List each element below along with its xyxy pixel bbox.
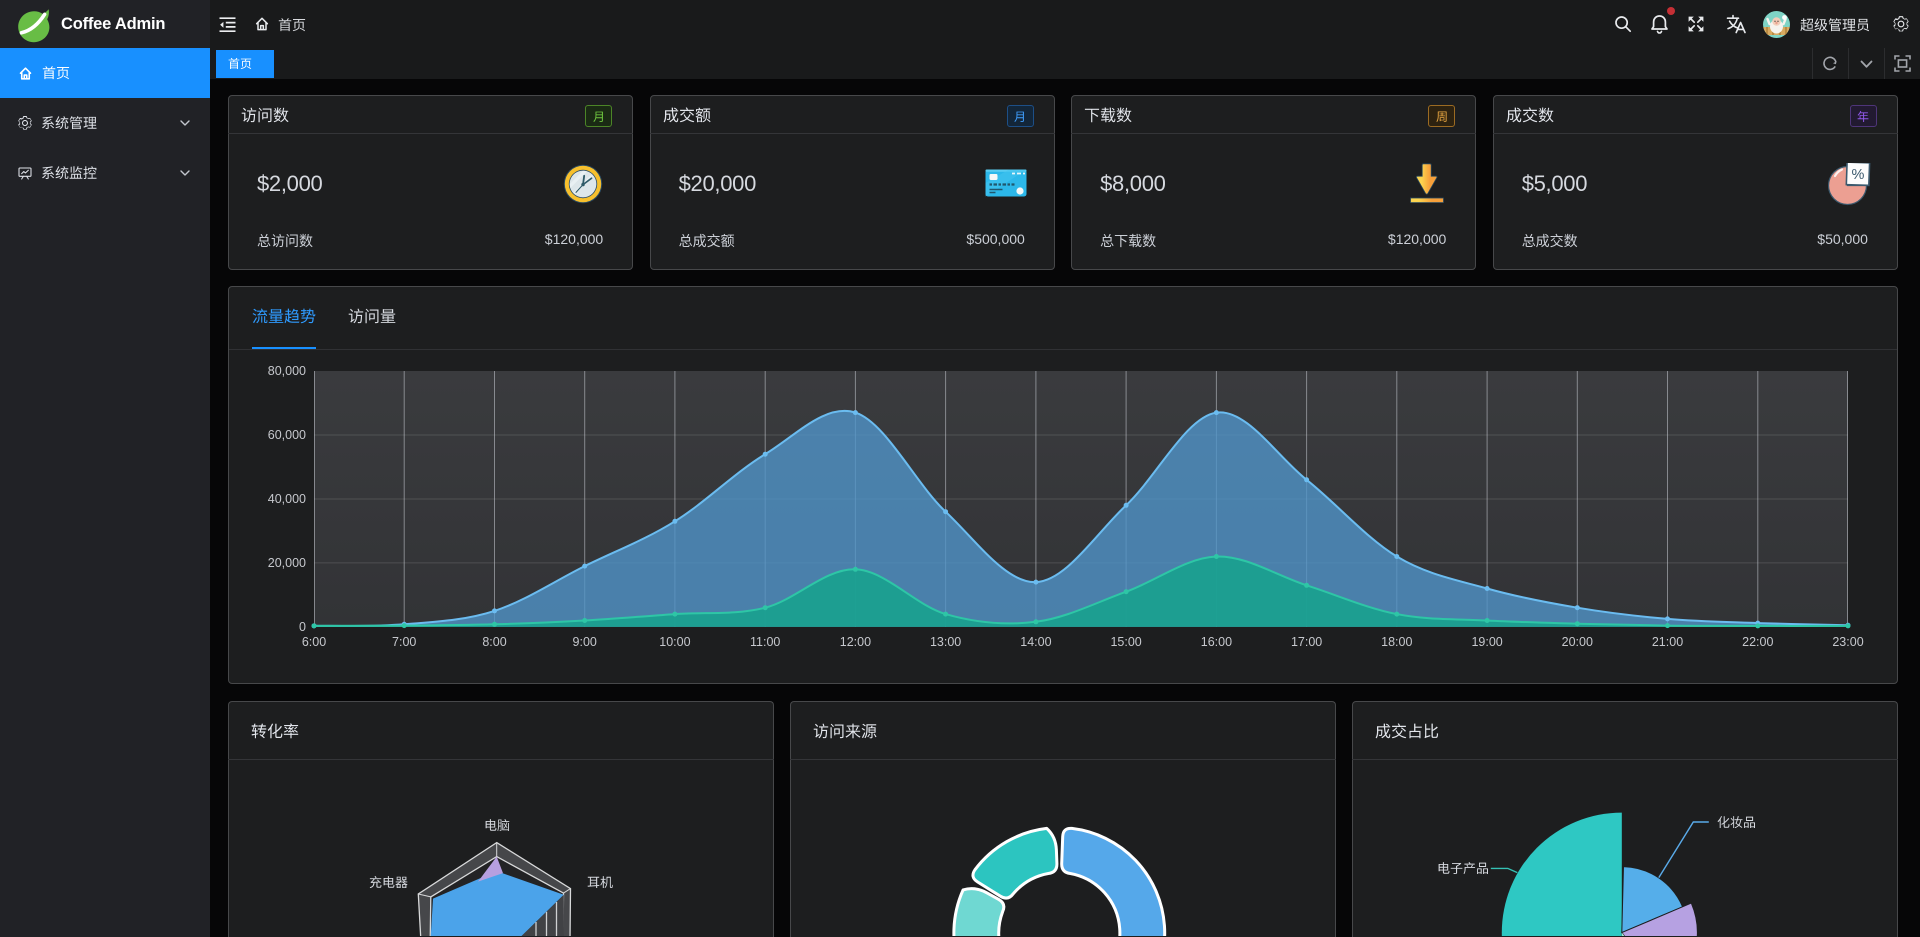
svg-text:%: % <box>1851 167 1864 183</box>
